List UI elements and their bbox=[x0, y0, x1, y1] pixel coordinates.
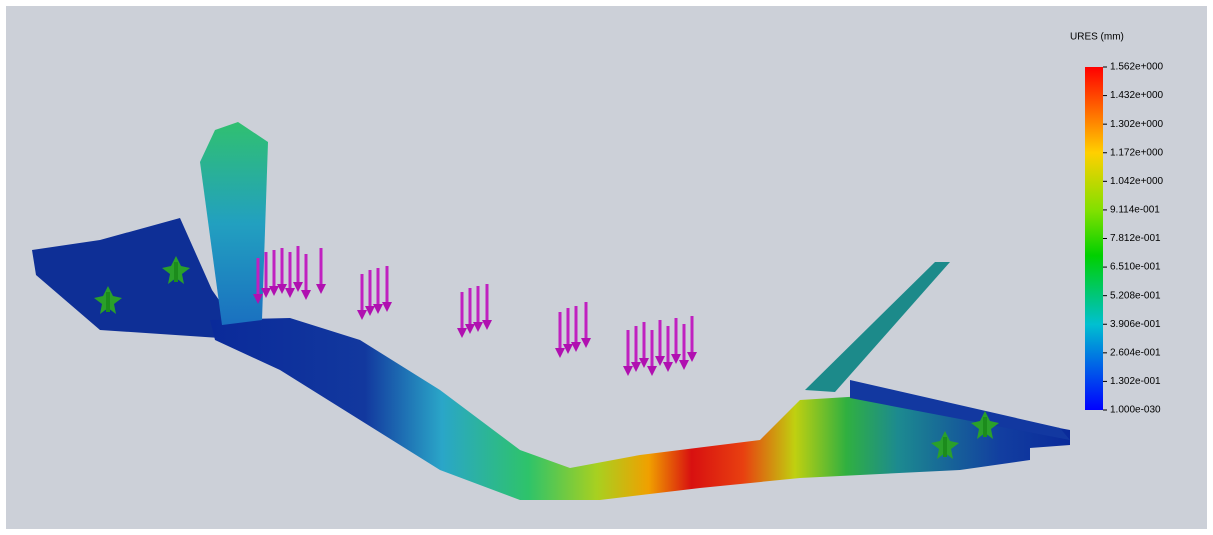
legend-label: 5.208e-001 bbox=[1110, 290, 1161, 301]
legend-title: URES (mm) bbox=[1070, 32, 1124, 43]
legend-label: 1.432e+000 bbox=[1110, 90, 1164, 101]
legend-label: 7.812e-001 bbox=[1110, 233, 1161, 244]
legend-label: 6.510e-001 bbox=[1110, 262, 1161, 273]
page: URES (mm) 1.562e+000 1.432e+000 1.302e+000… bbox=[0, 0, 1213, 535]
viewport: URES (mm) 1.562e+000 1.432e+000 1.302e+000… bbox=[0, 0, 1213, 535]
legend-label: 3.906e-001 bbox=[1110, 319, 1161, 330]
legend-label: 1.302e+000 bbox=[1110, 119, 1164, 130]
color-bar bbox=[1085, 67, 1103, 410]
legend-label: 1.562e+000 bbox=[1110, 62, 1164, 73]
legend-label: 1.302e-001 bbox=[1110, 376, 1161, 387]
legend-label: 2.604e-001 bbox=[1110, 347, 1161, 358]
legend-label: 1.042e+000 bbox=[1110, 176, 1164, 187]
legend-label: 9.114e-001 bbox=[1110, 205, 1160, 216]
legend-label: 1.172e+000 bbox=[1110, 147, 1164, 158]
legend-label: 1.000e-030 bbox=[1110, 405, 1161, 416]
